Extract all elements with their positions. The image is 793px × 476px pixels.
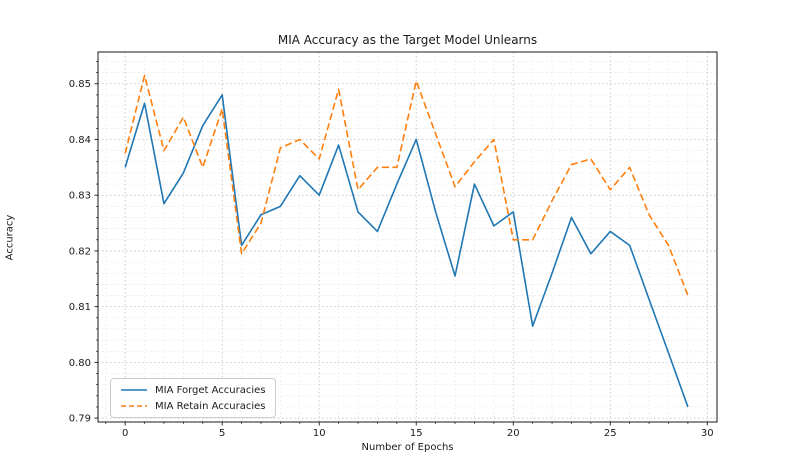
chart-title: MIA Accuracy as the Target Model Unlearn…: [277, 33, 538, 47]
axes-frame: [97, 51, 718, 423]
legend: MIA Forget Accuracies MIA Retain Accurac…: [110, 378, 276, 418]
x-tick-label: 25: [604, 428, 617, 439]
series-line-retain: [124, 74, 689, 296]
x-tick-label: 0: [122, 428, 128, 439]
y-tick-label: 0.81: [69, 302, 91, 313]
y-tick-label: 0.80: [69, 358, 91, 369]
legend-row-retain: MIA Retain Accuracies: [120, 399, 266, 413]
x-tick-label: 20: [507, 428, 520, 439]
legend-row-forget: MIA Forget Accuracies: [120, 383, 266, 397]
x-tick-label: 30: [701, 428, 714, 439]
x-tick-label: 10: [313, 428, 326, 439]
legend-label-forget: MIA Forget Accuracies: [155, 384, 266, 396]
legend-label-retain: MIA Retain Accuracies: [155, 400, 266, 412]
x-axis-label: Number of Epochs: [361, 442, 454, 453]
y-tick-label: 0.79: [69, 413, 91, 424]
x-tick-label: 5: [219, 428, 225, 439]
legend-line-retain-icon: [121, 405, 147, 407]
y-tick-label: 0.83: [69, 191, 91, 202]
y-tick-label: 0.85: [69, 79, 91, 90]
x-tick-label: 15: [410, 428, 423, 439]
series-line-forget: [124, 94, 689, 408]
y-tick-label: 0.82: [69, 246, 91, 257]
legend-line-forget-icon: [121, 389, 147, 391]
y-tick-label: 0.84: [69, 135, 91, 146]
